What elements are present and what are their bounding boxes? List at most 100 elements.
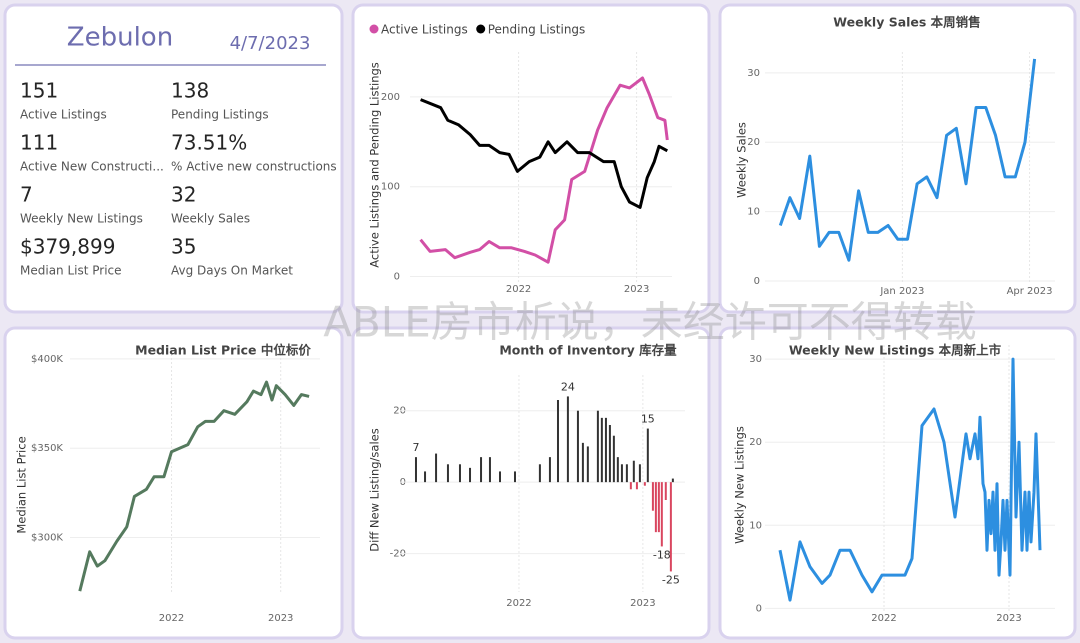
kpi-value: $379,899 xyxy=(20,235,115,259)
line xyxy=(778,58,1037,262)
bar xyxy=(635,482,638,490)
bar xyxy=(651,482,654,511)
kpi-label: Weekly New Listings xyxy=(20,212,143,226)
y-axis-label: Median List Price xyxy=(15,436,29,533)
bar xyxy=(488,457,491,483)
chart-title: Weekly New Listings 本周新上市 xyxy=(789,343,1002,358)
bar xyxy=(654,482,657,533)
kpi-label: Median List Price xyxy=(20,264,122,278)
bar xyxy=(424,471,427,483)
x-tick-label: Apr 2023 xyxy=(1007,286,1053,297)
legend-marker xyxy=(369,24,379,34)
bar xyxy=(586,446,589,483)
panel xyxy=(3,326,344,640)
y-tick-label: $400K xyxy=(31,354,63,365)
panel xyxy=(351,3,711,314)
x-tick-label: 2023 xyxy=(630,598,655,609)
bar xyxy=(608,425,611,483)
bar xyxy=(414,457,417,483)
bar xyxy=(596,410,599,483)
x-tick-label: 2023 xyxy=(996,613,1021,624)
chart-title: Weekly Sales 本周销售 xyxy=(833,15,980,30)
y-tick-label: 10 xyxy=(749,520,762,531)
kpi-value: 111 xyxy=(20,131,58,155)
y-tick-label: -20 xyxy=(390,549,406,560)
y-axis-label: Weekly New Listings xyxy=(733,426,747,544)
x-tick-label: 2022 xyxy=(871,613,896,624)
kpi-panel xyxy=(3,3,344,314)
chart-title: Median List Price 中位标价 xyxy=(135,343,311,358)
kpi-value: 32 xyxy=(171,183,196,207)
bar xyxy=(435,453,438,483)
x-tick-label: 2023 xyxy=(268,613,293,624)
kpi-value: 7 xyxy=(20,183,33,207)
y-axis-label: Diff New Listing/sales xyxy=(368,428,382,551)
panel xyxy=(718,3,1077,314)
line xyxy=(78,380,310,592)
bar xyxy=(576,410,579,483)
kpi-label: Active New Constructi... xyxy=(20,160,164,174)
y-tick-label: 10 xyxy=(747,207,760,218)
y-tick-label: $350K xyxy=(31,443,63,454)
legend-label: Pending Listings xyxy=(488,23,586,37)
kpi-label: Weekly Sales xyxy=(171,212,250,226)
chart-title: Month of Inventory 库存量 xyxy=(499,343,677,358)
y-tick-label: $300K xyxy=(31,533,63,544)
legend-marker xyxy=(476,24,486,34)
legend-label: Active Listings xyxy=(381,23,468,37)
x-tick-label: 2022 xyxy=(159,613,184,624)
kpi-date: 4/7/2023 xyxy=(230,33,311,54)
bar xyxy=(581,442,584,483)
x-tick-label: Jan 2023 xyxy=(879,286,924,297)
bar xyxy=(629,482,632,490)
panel xyxy=(718,326,1077,640)
bar xyxy=(638,464,641,483)
bar xyxy=(643,482,646,486)
bar xyxy=(604,417,607,483)
x-tick-label: 2023 xyxy=(624,284,649,295)
bar xyxy=(538,464,541,483)
bar xyxy=(620,464,623,483)
bar xyxy=(548,457,551,483)
bar xyxy=(498,471,501,483)
bar xyxy=(600,417,603,483)
bar xyxy=(660,482,663,547)
y-tick-label: 0 xyxy=(754,276,760,287)
data-label: -25 xyxy=(662,573,680,586)
y-tick-label: 20 xyxy=(393,406,406,417)
bar xyxy=(669,482,672,572)
kpi-value: 138 xyxy=(171,79,209,103)
bar xyxy=(480,457,483,483)
bar xyxy=(671,478,674,483)
bar xyxy=(556,400,559,483)
data-label: -18 xyxy=(653,548,671,561)
x-tick-label: 2022 xyxy=(506,598,531,609)
line xyxy=(420,98,669,209)
bar xyxy=(458,464,461,483)
line xyxy=(778,357,1042,602)
bar xyxy=(446,464,449,483)
kpi-label: % Active new constructions xyxy=(171,160,337,174)
kpi-label: Pending Listings xyxy=(171,108,269,122)
y-tick-label: 30 xyxy=(747,68,760,79)
bar xyxy=(646,428,649,483)
bar xyxy=(664,482,667,500)
bar xyxy=(513,471,516,483)
y-tick-label: 100 xyxy=(381,182,400,193)
bar xyxy=(612,435,615,483)
kpi-label: Active Listings xyxy=(20,108,107,122)
y-axis-label: Active Listings and Pending Listings xyxy=(368,62,382,268)
y-axis-label: Weekly Sales xyxy=(735,122,749,198)
bar xyxy=(632,460,635,483)
kpi-value: 73.51% xyxy=(171,131,247,155)
watermark: ABLE房市析说，未经许可不得转载 xyxy=(323,298,976,347)
y-tick-label: 20 xyxy=(747,137,760,148)
kpi-label: Avg Days On Market xyxy=(171,264,293,278)
x-tick-label: 2022 xyxy=(506,284,531,295)
line xyxy=(419,76,669,264)
panel xyxy=(351,326,711,640)
y-tick-label: 200 xyxy=(381,92,400,103)
bar xyxy=(469,467,472,483)
